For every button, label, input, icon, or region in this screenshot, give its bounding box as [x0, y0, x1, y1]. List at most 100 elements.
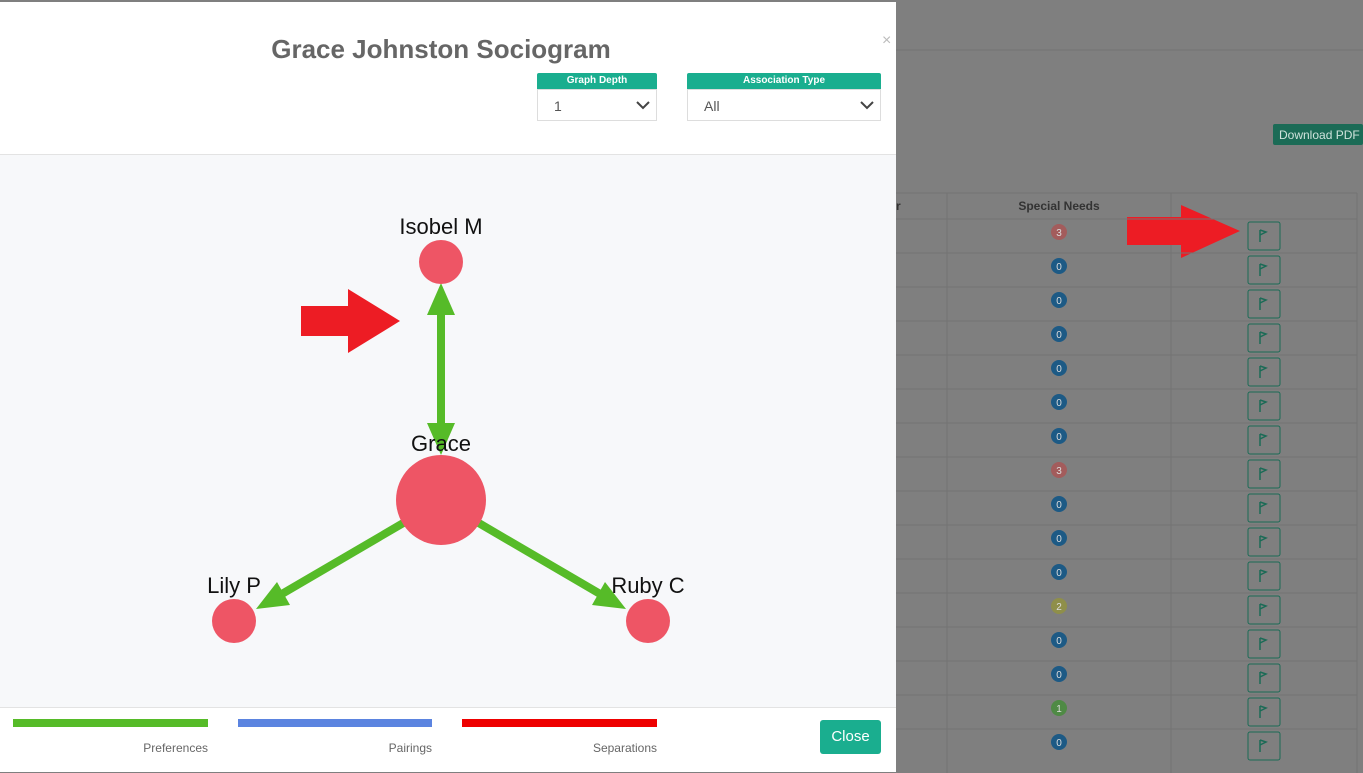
node-label: Isobel M	[399, 214, 482, 239]
badge	[1051, 700, 1067, 716]
action-button[interactable]	[1247, 731, 1281, 761]
badge-value: 0	[1056, 568, 1062, 579]
download-label: Download PDF	[1279, 128, 1360, 142]
action-button[interactable]	[1247, 391, 1281, 421]
badge-value: 3	[1056, 228, 1062, 239]
action-button[interactable]	[1247, 289, 1281, 319]
select-value: 1	[554, 98, 562, 114]
badge	[1051, 292, 1067, 308]
annotation-arrow	[301, 289, 400, 353]
action-button[interactable]	[1247, 357, 1281, 387]
edge	[474, 518, 610, 602]
node-label: Lily P	[207, 573, 261, 598]
action-button[interactable]	[1247, 425, 1281, 455]
legend-swatch	[462, 719, 657, 727]
badge-value: 0	[1056, 330, 1062, 341]
badge	[1051, 326, 1067, 342]
badge-value: 0	[1056, 296, 1062, 307]
filter: Association Type All	[687, 73, 881, 121]
annotation-arrow	[1127, 205, 1240, 258]
action-icon	[1259, 671, 1268, 684]
action-button[interactable]	[1247, 561, 1281, 591]
legend-label: Preferences	[143, 741, 208, 755]
action-button[interactable]	[1247, 255, 1281, 285]
badge-value: 0	[1056, 670, 1062, 681]
badge	[1051, 734, 1067, 750]
legend-swatch	[238, 719, 432, 727]
select[interactable]: 1	[537, 89, 657, 121]
action-button[interactable]	[1247, 527, 1281, 557]
arrowhead	[592, 582, 626, 609]
node[interactable]	[626, 599, 670, 643]
header: r	[896, 199, 901, 213]
chevron	[860, 101, 874, 110]
badge	[1051, 666, 1067, 682]
action-button[interactable]	[1247, 697, 1281, 727]
action-button[interactable]	[1247, 493, 1281, 523]
badge-value: 0	[1056, 262, 1062, 273]
node[interactable]	[419, 240, 463, 284]
badge	[1051, 224, 1067, 240]
badge	[1051, 632, 1067, 648]
modal-title: Grace Johnston Sociogram	[271, 34, 611, 64]
badge-value: 3	[1056, 466, 1062, 477]
sociogram: Isobel M Grace Lily P Ruby C	[0, 154, 896, 708]
arrowhead	[427, 283, 455, 315]
chevron	[636, 101, 650, 110]
badge	[1051, 360, 1067, 376]
badge-value: 0	[1056, 738, 1062, 749]
node-label: Grace	[411, 431, 471, 456]
action-button[interactable]	[1247, 663, 1281, 693]
action-icon	[1259, 229, 1268, 242]
action-icon	[1259, 263, 1268, 276]
arrowhead	[256, 582, 290, 609]
action-button[interactable]	[1247, 595, 1281, 625]
node[interactable]	[212, 599, 256, 643]
action-button[interactable]	[1247, 221, 1281, 251]
action-button[interactable]	[1247, 323, 1281, 353]
action-icon	[1259, 399, 1268, 412]
badge-value: 0	[1056, 500, 1062, 511]
badge	[1051, 258, 1067, 274]
select[interactable]: All	[687, 89, 881, 121]
badge	[1051, 428, 1067, 444]
select-value: All	[704, 98, 720, 114]
node[interactable]	[396, 455, 486, 545]
badge-value: 0	[1056, 534, 1062, 545]
action-button[interactable]	[1247, 629, 1281, 659]
badge-value: 0	[1056, 364, 1062, 375]
legend-label: Separations	[592, 741, 657, 755]
node-label: Ruby C	[611, 573, 684, 598]
action-icon	[1259, 467, 1268, 480]
badge-value: 1	[1056, 704, 1062, 715]
badge	[1051, 598, 1067, 614]
action-icon	[1259, 501, 1268, 514]
download-button[interactable]	[1273, 124, 1363, 145]
action-icon	[1259, 705, 1268, 718]
action-icon	[1259, 433, 1268, 446]
legend-label: Pairings	[388, 741, 432, 755]
close-button[interactable]: Close	[820, 720, 881, 754]
action-icon	[1259, 365, 1268, 378]
modal: Grace Johnston Sociogram × Graph Depth 1…	[0, 2, 896, 772]
edges	[272, 305, 610, 602]
filter-label: Graph Depth	[537, 73, 657, 89]
badge-value: 0	[1056, 398, 1062, 409]
action-icon	[1259, 297, 1268, 310]
badge-value: 2	[1056, 602, 1062, 613]
action-icon	[1259, 569, 1268, 582]
edge	[272, 518, 408, 602]
close-x[interactable]: ×	[882, 32, 892, 49]
badge	[1051, 462, 1067, 478]
action-icon	[1259, 739, 1268, 752]
action-icon	[1259, 535, 1268, 548]
badge-value: 0	[1056, 636, 1062, 647]
action-button[interactable]	[1247, 459, 1281, 489]
filter-label: Association Type	[687, 73, 881, 89]
badge	[1051, 564, 1067, 580]
badge	[1051, 496, 1067, 512]
badge	[1051, 530, 1067, 546]
arrowhead	[427, 423, 455, 455]
badge	[1051, 394, 1067, 410]
